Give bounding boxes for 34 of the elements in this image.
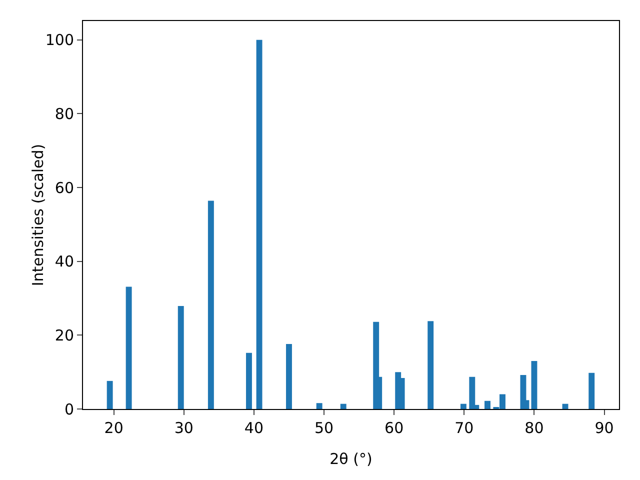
- x-axis-title: 2θ (°): [330, 450, 372, 468]
- y-tick-label: 0: [64, 400, 74, 418]
- bar: [208, 200, 214, 409]
- bar: [531, 361, 538, 409]
- x-tick-label: 90: [594, 419, 614, 437]
- y-tick-label: 20: [54, 326, 74, 344]
- bar: [484, 400, 490, 409]
- y-tick-label: 40: [54, 252, 74, 271]
- x-tick-label: 70: [454, 419, 474, 437]
- bar: [286, 344, 292, 409]
- bar: [340, 404, 346, 409]
- x-tick-label: 60: [384, 419, 404, 437]
- y-axis-title: Intensities (scaled): [29, 144, 47, 286]
- y-tick-label: 100: [45, 31, 74, 50]
- bar: [460, 404, 466, 409]
- x-tick-label: 40: [244, 419, 264, 437]
- bar: [126, 286, 132, 409]
- x-tick-label: 80: [524, 419, 544, 437]
- y-tick-label: 60: [54, 178, 74, 197]
- bar: [373, 322, 380, 409]
- bar: [256, 40, 262, 409]
- bar: [106, 380, 113, 409]
- bar: [395, 372, 402, 409]
- bar: [469, 376, 476, 409]
- x-tick-label: 50: [314, 419, 334, 437]
- bar: [428, 321, 434, 409]
- bar: [588, 372, 595, 409]
- bar: [246, 352, 252, 409]
- bar: [316, 403, 322, 409]
- x-tick-label: 20: [104, 419, 124, 437]
- bar: [520, 375, 526, 409]
- y-tick-label: 80: [54, 104, 74, 123]
- bar: [178, 306, 184, 409]
- x-tick-label: 30: [174, 419, 194, 437]
